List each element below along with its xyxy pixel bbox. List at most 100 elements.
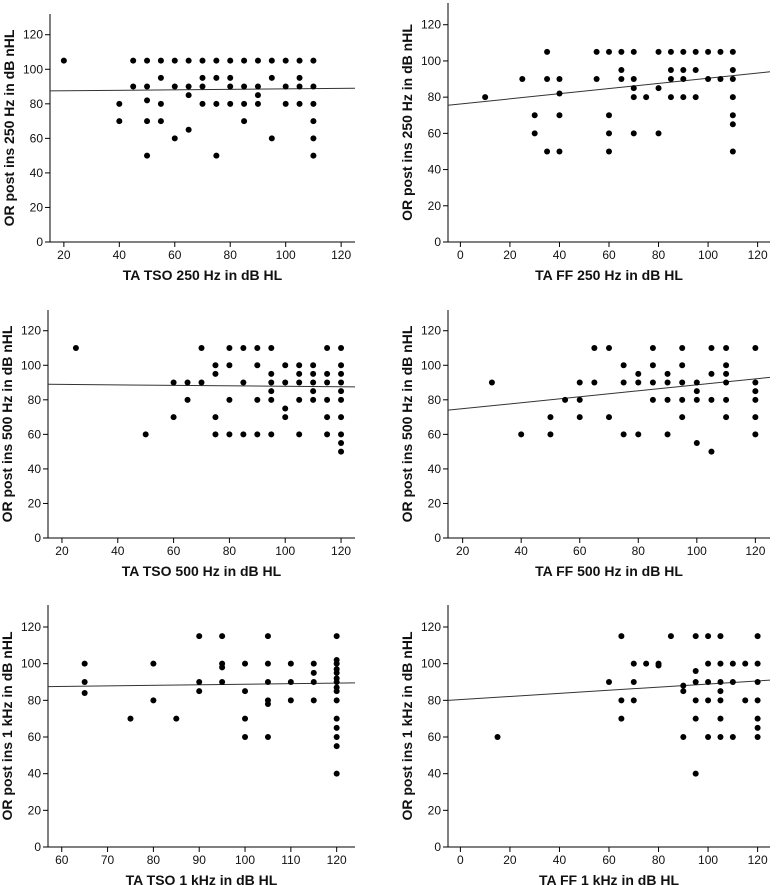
x-tick-label: 40 bbox=[553, 853, 567, 867]
data-point bbox=[333, 724, 340, 731]
data-point bbox=[591, 345, 598, 351]
x-tick-label: 120 bbox=[331, 248, 351, 262]
data-point bbox=[679, 414, 686, 421]
x-tick-label: 100 bbox=[698, 248, 718, 262]
data-point bbox=[333, 715, 340, 722]
data-point bbox=[333, 679, 340, 685]
y-tick-label: 100 bbox=[21, 657, 41, 671]
data-point bbox=[576, 379, 583, 386]
data-point bbox=[679, 396, 686, 403]
axes bbox=[447, 310, 770, 539]
data-point bbox=[754, 660, 761, 667]
y-tick-label: 60 bbox=[28, 427, 42, 441]
data-point bbox=[692, 94, 699, 101]
data-point bbox=[333, 688, 340, 695]
data-point bbox=[544, 76, 551, 83]
data-point bbox=[199, 57, 206, 64]
data-point bbox=[544, 48, 551, 55]
data-point bbox=[547, 414, 554, 421]
data-point bbox=[717, 734, 724, 740]
data-point bbox=[692, 770, 699, 777]
data-point bbox=[242, 660, 249, 667]
data-point bbox=[170, 379, 177, 386]
data-point bbox=[723, 414, 730, 421]
data-point bbox=[729, 112, 736, 119]
data-point bbox=[593, 76, 600, 83]
x-tick-label: 20 bbox=[55, 544, 69, 558]
data-point bbox=[184, 396, 191, 403]
data-point bbox=[142, 431, 149, 438]
data-point bbox=[157, 100, 164, 107]
x-axis-label: TA TSO 1 kHz in dB HL bbox=[126, 872, 278, 885]
data-point bbox=[618, 76, 625, 83]
x-tick-label: 100 bbox=[698, 853, 718, 867]
x-tick-label: 60 bbox=[55, 853, 69, 867]
y-tick-label: 80 bbox=[30, 97, 44, 111]
data-point bbox=[185, 57, 192, 64]
data-point bbox=[482, 94, 489, 101]
data-point bbox=[310, 100, 317, 107]
data-point bbox=[264, 679, 271, 685]
data-point bbox=[680, 682, 687, 689]
data-point bbox=[116, 100, 123, 107]
data-point bbox=[310, 83, 317, 90]
data-point bbox=[649, 396, 656, 403]
data-point bbox=[268, 57, 275, 64]
data-point bbox=[333, 697, 340, 704]
data-point bbox=[667, 48, 674, 55]
data-point bbox=[630, 660, 637, 667]
x-tick-label: 80 bbox=[223, 544, 237, 558]
data-point bbox=[324, 345, 331, 351]
data-point bbox=[242, 715, 249, 722]
x-tick-label: 100 bbox=[235, 853, 255, 867]
data-point bbox=[310, 697, 317, 704]
data-point bbox=[717, 633, 724, 640]
data-point bbox=[333, 633, 340, 640]
axes bbox=[47, 605, 355, 848]
data-point bbox=[606, 679, 612, 685]
data-point bbox=[196, 633, 203, 640]
chart-panel-5: 0 20 40 60 80 100 120 60 70 80 90 100 110 120 TA TSO 1… bbox=[0, 605, 356, 885]
data-point bbox=[649, 362, 656, 369]
data-point bbox=[241, 57, 248, 64]
data-point bbox=[717, 48, 724, 55]
y-axis-label: OR post ins 500 Hz in dB nHL bbox=[0, 325, 15, 522]
data-point bbox=[717, 76, 724, 83]
data-point bbox=[664, 370, 671, 377]
data-point bbox=[310, 669, 317, 676]
data-point bbox=[144, 152, 151, 159]
data-point bbox=[606, 345, 612, 351]
data-point bbox=[488, 379, 495, 386]
data-point bbox=[723, 362, 730, 369]
data-point bbox=[729, 94, 736, 101]
data-point bbox=[606, 414, 612, 421]
data-point bbox=[219, 664, 226, 671]
data-point bbox=[729, 660, 736, 667]
data-point bbox=[157, 57, 164, 64]
x-tick-label: 90 bbox=[193, 853, 207, 867]
data-point bbox=[729, 121, 736, 128]
data-point bbox=[296, 396, 303, 403]
data-point bbox=[618, 715, 625, 722]
x-axis-label: TA TSO 250 Hz in dB HL bbox=[123, 267, 283, 283]
y-tick-label: 20 bbox=[428, 803, 442, 817]
data-point bbox=[199, 83, 206, 90]
data-point bbox=[173, 715, 180, 722]
data-point bbox=[729, 76, 736, 83]
data-point bbox=[81, 679, 88, 685]
x-tick-label: 120 bbox=[748, 853, 768, 867]
data-point bbox=[667, 76, 674, 83]
data-point bbox=[254, 57, 261, 64]
data-point bbox=[723, 396, 730, 403]
data-point bbox=[606, 112, 612, 119]
data-point bbox=[212, 431, 219, 438]
data-point bbox=[680, 76, 687, 83]
data-point bbox=[254, 100, 261, 107]
data-point bbox=[282, 362, 289, 369]
data-point bbox=[630, 85, 637, 92]
x-tick-label: 100 bbox=[275, 544, 295, 558]
data-point bbox=[212, 362, 219, 369]
data-point bbox=[185, 126, 192, 133]
data-point bbox=[296, 83, 303, 90]
